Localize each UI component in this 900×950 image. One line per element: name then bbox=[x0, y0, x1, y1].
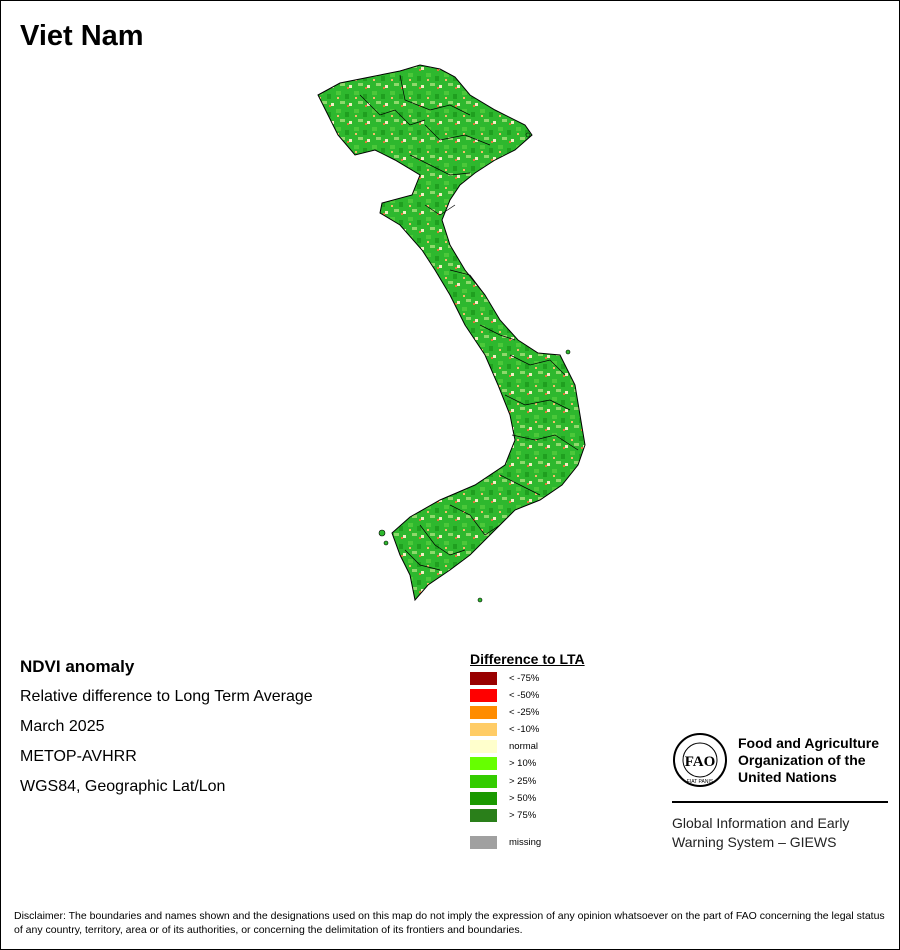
legend-item: > 25% bbox=[470, 774, 585, 791]
info-line-1: Relative difference to Long Term Average bbox=[20, 688, 313, 705]
map-info: NDVI anomaly Relative difference to Long… bbox=[20, 655, 313, 805]
legend-item: < -75% bbox=[470, 671, 585, 688]
legend-label: < -50% bbox=[509, 690, 540, 702]
fao-logo-icon: FAO FIAT PANIS bbox=[673, 733, 727, 787]
legend-label: < -25% bbox=[509, 707, 540, 719]
disclaimer: Disclaimer: The boundaries and names sho… bbox=[14, 910, 885, 936]
legend-label: < -75% bbox=[509, 673, 540, 684]
vietnam-map-svg bbox=[317, 64, 586, 603]
legend-swatch-missing bbox=[470, 836, 497, 849]
legend-item: > 10% bbox=[470, 756, 585, 773]
legend-items: < -75% < -50% < -25% < -10% normal > 10% > 25%… bbox=[470, 671, 585, 825]
legend-swatch bbox=[470, 757, 497, 771]
legend-label: > 25% bbox=[509, 775, 537, 787]
legend-swatch bbox=[470, 723, 497, 737]
info-line-4: WGS84, Geographic Lat/Lon bbox=[20, 778, 226, 795]
ndvi-map bbox=[300, 55, 600, 615]
legend-label: > 10% bbox=[509, 758, 537, 770]
info-line-3: METOP-AVHRR bbox=[20, 748, 137, 765]
giews-name: Global Information and Early Warning Sys… bbox=[672, 815, 850, 850]
legend-swatch bbox=[470, 774, 497, 788]
legend-label: normal bbox=[509, 741, 539, 753]
legend-item: < -10% bbox=[470, 722, 585, 739]
legend-item-missing: missing bbox=[470, 835, 670, 852]
legend-swatch bbox=[470, 672, 497, 685]
country-shape bbox=[317, 64, 586, 602]
legend-swatch bbox=[470, 808, 497, 822]
info-line-2: March 2025 bbox=[20, 718, 105, 735]
fao-logo-text: FAO bbox=[685, 754, 716, 770]
legend-label: > 75% bbox=[509, 809, 537, 821]
fao-divider bbox=[672, 801, 888, 803]
legend-item: < -50% bbox=[470, 688, 585, 705]
legend-item: normal bbox=[470, 739, 585, 756]
legend-item: < -25% bbox=[470, 705, 585, 722]
islands bbox=[378, 132, 571, 603]
legend-item: > 75% bbox=[470, 808, 585, 825]
legend-label: < -10% bbox=[509, 724, 540, 736]
legend-label-missing: missing bbox=[509, 837, 542, 848]
legend-swatch bbox=[470, 740, 497, 754]
legend-swatch bbox=[470, 689, 497, 703]
fao-logo-ring: FIAT PANIS bbox=[687, 779, 714, 785]
legend-swatch bbox=[470, 791, 497, 805]
info-heading: NDVI anomaly bbox=[20, 657, 135, 676]
legend: Difference to LTA < -75% < -50% < -25% < -1… bbox=[470, 651, 585, 849]
legend-title: Difference to LTA bbox=[470, 651, 585, 667]
legend-item: > 50% bbox=[470, 791, 585, 808]
province-boundaries bbox=[359, 74, 579, 571]
map-title: Viet Nam bbox=[20, 20, 144, 52]
legend-swatch bbox=[470, 706, 497, 720]
fao-organization-name: Food and Agriculture Organization of the… bbox=[738, 735, 880, 785]
legend-label: > 50% bbox=[509, 792, 537, 804]
